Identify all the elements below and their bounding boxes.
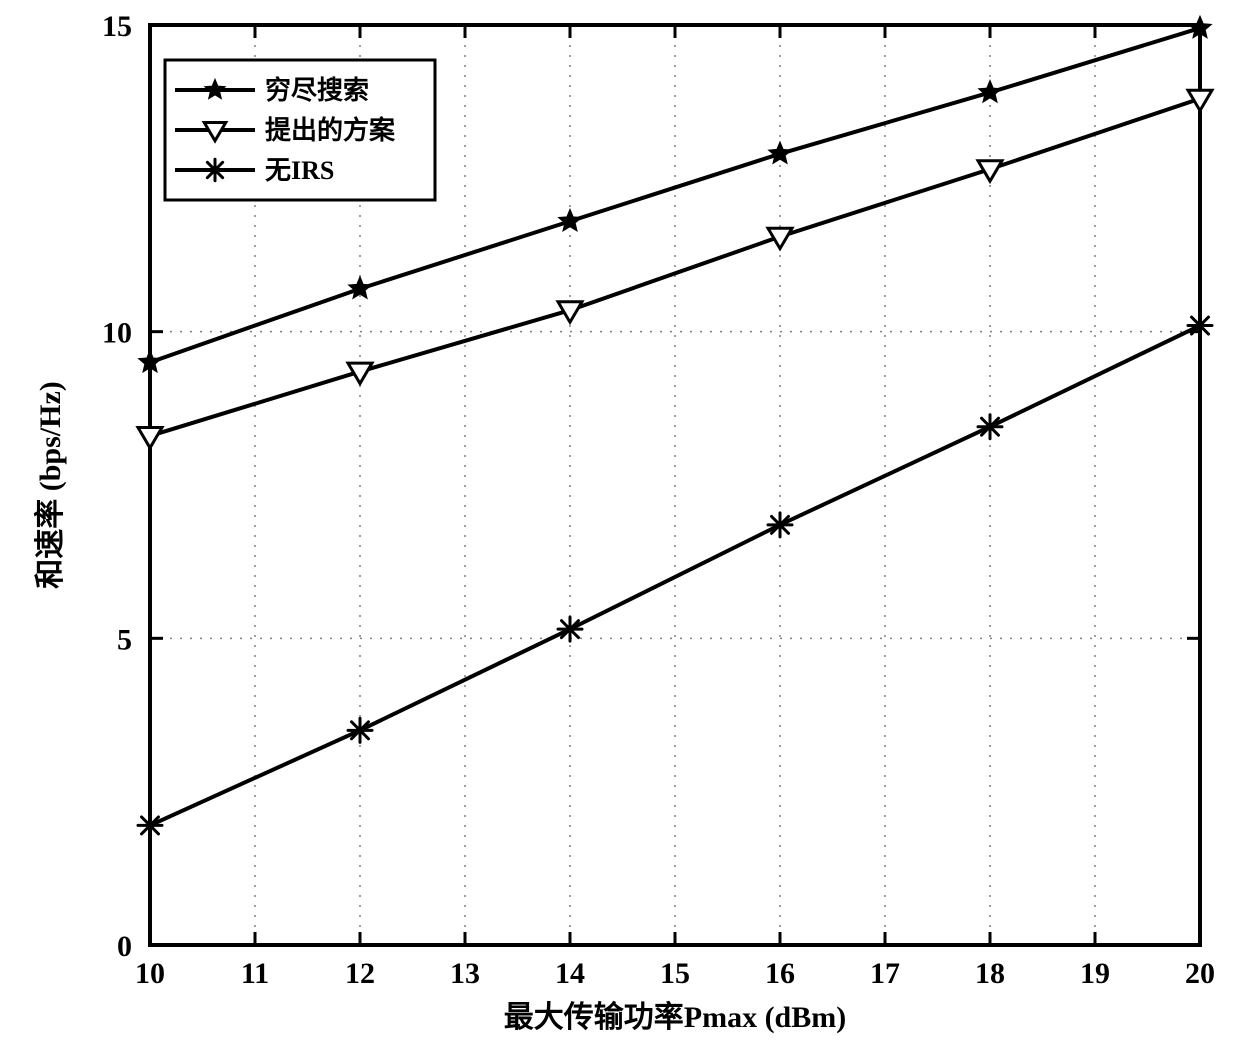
x-tick-label: 20 <box>1185 957 1215 990</box>
asterisk-icon <box>204 159 226 181</box>
legend-label: 提出的方案 <box>265 115 396 145</box>
asterisk-icon <box>138 813 162 837</box>
x-tick-label: 18 <box>975 957 1005 990</box>
legend-label: 穷尽搜索 <box>265 75 369 105</box>
y-tick-label: 5 <box>117 623 132 656</box>
x-tick-label: 15 <box>660 957 690 990</box>
chart-container: 10 11 12 13 14 15 16 17 18 19 20 0 5 10 15 最大传输功率Pmax (… <box>0 0 1240 1062</box>
legend: 穷尽搜索提出的方案无IRS <box>165 60 435 200</box>
asterisk-icon <box>348 718 372 742</box>
x-tick-label: 14 <box>555 957 585 990</box>
x-tick-label: 16 <box>765 957 795 990</box>
asterisk-icon <box>1188 314 1212 338</box>
x-tick-label: 17 <box>870 957 900 990</box>
x-axis-label: 最大传输功率Pmax (dBm) <box>504 1001 846 1034</box>
x-tick-label: 13 <box>450 957 480 990</box>
asterisk-icon <box>768 513 792 537</box>
x-tick-label: 12 <box>345 957 375 990</box>
y-tick-label: 0 <box>117 930 132 963</box>
asterisk-icon <box>558 617 582 641</box>
y-tick-label: 15 <box>102 10 132 43</box>
x-tick-label: 10 <box>135 957 165 990</box>
y-tick-label: 10 <box>102 317 132 350</box>
asterisk-icon <box>978 415 1002 439</box>
x-tick-label: 19 <box>1080 957 1110 990</box>
legend-label: 无IRS <box>265 156 334 185</box>
y-axis-label: 和速率 (bps/Hz) <box>34 381 67 589</box>
line-chart: 10 11 12 13 14 15 16 17 18 19 20 0 5 10 15 最大传输功率Pmax (… <box>0 0 1240 1062</box>
x-tick-label: 11 <box>241 957 269 990</box>
